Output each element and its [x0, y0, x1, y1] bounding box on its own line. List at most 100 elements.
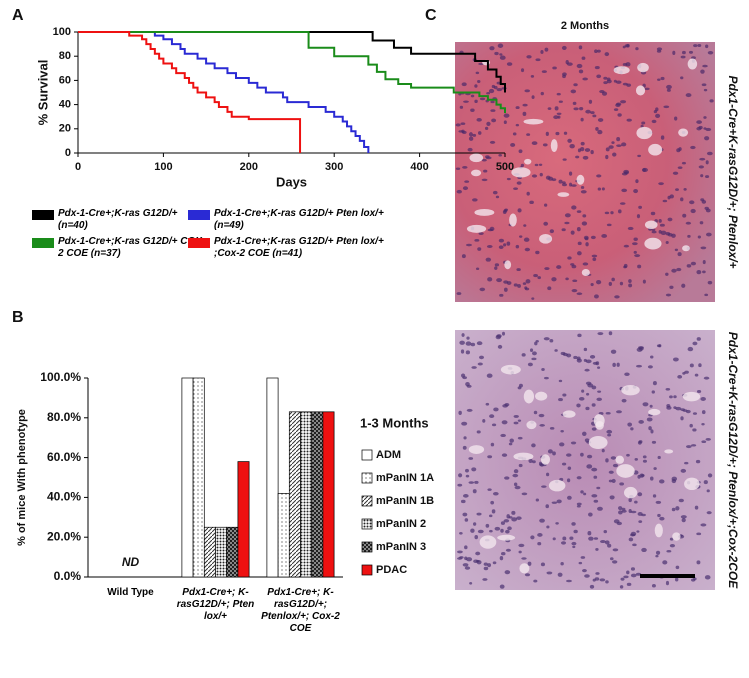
- lumen: [637, 62, 649, 73]
- legend-title: 1-3 Months: [360, 415, 429, 430]
- nucleus: [677, 375, 683, 379]
- nucleus: [531, 95, 535, 100]
- nucleus: [588, 512, 593, 517]
- nucleus: [614, 295, 620, 299]
- nucleus: [524, 287, 530, 291]
- x-tick-label: 500: [496, 161, 514, 173]
- nucleus: [561, 183, 567, 187]
- nucleus: [669, 395, 673, 399]
- nucleus: [587, 454, 593, 459]
- nucleus: [590, 235, 596, 240]
- legend-item: Pdx-1-Cre+;K-ras G12D/+ COX-2 COE (n=37): [58, 236, 205, 259]
- x-tick-label: Pdx1-Cre+; K-rasG12D/+; Pten lox/+: [177, 587, 255, 622]
- nucleus: [511, 510, 516, 515]
- nucleus: [651, 119, 657, 124]
- nucleus: [465, 341, 472, 346]
- nucleus: [516, 181, 522, 185]
- nucleus: [470, 94, 475, 98]
- nucleus: [642, 167, 648, 173]
- nucleus: [707, 51, 714, 55]
- nucleus: [544, 203, 548, 207]
- nucleus: [655, 550, 661, 555]
- legend-label: ADM: [376, 449, 401, 461]
- nucleus: [556, 92, 561, 96]
- nucleus: [475, 71, 480, 75]
- nucleus: [533, 579, 538, 583]
- nucleus: [498, 238, 505, 243]
- nucleus: [701, 410, 706, 415]
- nucleus: [659, 223, 665, 227]
- nucleus: [630, 567, 635, 571]
- nucleus: [606, 429, 613, 434]
- lumen: [540, 454, 551, 465]
- nucleus: [575, 155, 580, 159]
- bar: [181, 377, 194, 578]
- nucleus: [634, 457, 638, 461]
- nucleus: [543, 337, 550, 341]
- nucleus: [576, 504, 581, 508]
- nucleus: [526, 191, 530, 196]
- nucleus: [571, 205, 577, 210]
- nucleus: [699, 157, 706, 161]
- nucleus: [493, 407, 499, 412]
- lumen: [682, 245, 690, 252]
- nucleus: [642, 455, 647, 459]
- nucleus: [637, 512, 643, 516]
- nucleus: [653, 467, 657, 471]
- nucleus: [659, 516, 665, 521]
- nucleus: [489, 140, 496, 144]
- nucleus: [462, 166, 468, 169]
- nucleus: [535, 250, 540, 255]
- nucleus: [610, 211, 614, 215]
- nucleus: [696, 120, 702, 124]
- nucleus: [486, 245, 493, 248]
- nucleus: [558, 179, 563, 184]
- nucleus: [605, 411, 611, 415]
- nucleus: [616, 410, 622, 414]
- nucleus: [497, 43, 504, 48]
- nucleus: [520, 163, 525, 168]
- nucleus: [662, 560, 668, 565]
- nucleus: [562, 181, 566, 184]
- nucleus: [549, 229, 554, 234]
- nucleus: [601, 234, 608, 238]
- nucleus: [704, 575, 711, 580]
- nucleus: [596, 279, 602, 285]
- nucleus: [527, 561, 532, 566]
- nucleus: [499, 55, 506, 60]
- nucleus: [605, 147, 610, 152]
- nucleus: [555, 522, 559, 525]
- nucleus: [561, 462, 567, 466]
- nucleus: [567, 256, 572, 260]
- nucleus: [513, 482, 518, 487]
- lumen: [664, 449, 674, 454]
- nucleus: [596, 397, 602, 401]
- bar: [300, 411, 313, 578]
- nucleus: [624, 372, 630, 377]
- nucleus: [582, 431, 587, 436]
- nucleus: [591, 254, 598, 258]
- survival-curve: [78, 31, 506, 114]
- nucleus: [597, 390, 602, 393]
- nucleus: [701, 83, 707, 87]
- nucleus: [524, 573, 531, 577]
- nucleus: [476, 341, 483, 346]
- nucleus: [582, 262, 589, 266]
- nucleus: [492, 561, 497, 565]
- lumen: [523, 389, 535, 404]
- lumen: [468, 445, 485, 454]
- nucleus: [704, 293, 709, 297]
- nucleus: [628, 498, 632, 503]
- nucleus: [538, 163, 543, 167]
- lumen: [615, 455, 625, 464]
- nucleus: [529, 200, 534, 205]
- nucleus: [457, 557, 463, 560]
- nucleus: [701, 199, 707, 204]
- nucleus: [597, 129, 603, 135]
- nucleus: [491, 423, 497, 427]
- lumen: [500, 364, 521, 375]
- nucleus: [702, 64, 708, 68]
- nucleus: [460, 349, 465, 354]
- nucleus: [518, 463, 523, 468]
- nucleus: [529, 348, 534, 352]
